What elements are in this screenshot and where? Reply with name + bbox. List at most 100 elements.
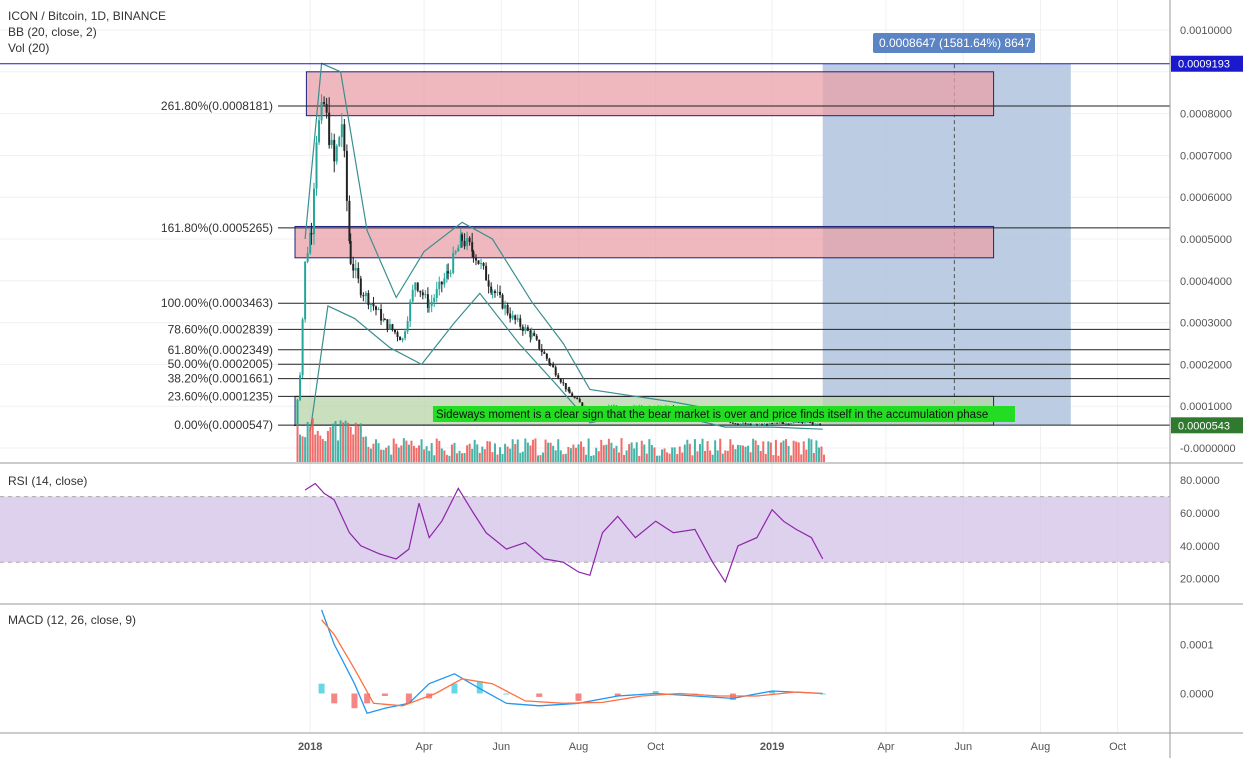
volume-bar	[769, 442, 772, 462]
volume-bar	[742, 445, 745, 462]
volume-bar	[455, 453, 458, 462]
macd-title[interactable]: MACD (12, 26, close, 9)	[8, 613, 137, 627]
volume-bar	[476, 444, 479, 462]
bb-lower-line	[309, 292, 823, 432]
candle-body	[401, 338, 404, 341]
annotation-text: Sideways moment is a clear sign that the…	[436, 409, 988, 421]
candle-body	[294, 425, 296, 427]
chart-legend: ICON / Bitcoin, 1D, BINANCE BB (20, clos…	[8, 8, 166, 56]
time-tick-label: Jun	[954, 741, 972, 753]
volume-bar	[557, 439, 560, 462]
bb-indicator-title[interactable]: BB (20, close, 2)	[8, 25, 97, 39]
volume-bar	[706, 441, 709, 462]
price-tick-label: 0.0007000	[1180, 150, 1232, 162]
volume-bar	[549, 442, 552, 462]
fib-level-label: 100.00%(0.0003463)	[161, 296, 273, 310]
volume-bar	[435, 438, 438, 462]
candle-body	[480, 263, 483, 265]
macd-histogram-bar	[819, 693, 826, 695]
candle-body	[352, 263, 355, 271]
macd-histogram-bar	[331, 693, 338, 704]
volume-bar	[506, 446, 509, 462]
volume-bar	[795, 441, 798, 462]
volume-bar	[466, 445, 469, 462]
volume-bar	[405, 440, 408, 462]
candle-body	[571, 393, 574, 397]
volume-bar	[582, 446, 585, 462]
volume-bar	[812, 452, 815, 462]
volume-bar	[569, 448, 572, 462]
volume-bar	[714, 440, 717, 462]
candle-body	[440, 281, 443, 285]
volume-bar	[402, 438, 405, 462]
candle-body	[496, 291, 499, 293]
candle-body	[459, 234, 462, 248]
volume-bar	[653, 447, 656, 462]
volume-bar	[716, 450, 719, 462]
volume-indicator-title[interactable]: Vol (20)	[8, 41, 50, 55]
candle-body	[312, 188, 315, 235]
candle-body	[790, 423, 793, 425]
volume-bar	[385, 447, 388, 462]
macd-histogram-bar	[318, 683, 325, 694]
volume-bar	[767, 441, 770, 462]
candle-body	[521, 326, 524, 331]
time-tick-label: Apr	[877, 741, 894, 753]
candle-body	[396, 332, 399, 337]
volume-bar	[299, 434, 302, 462]
volume-bar	[453, 442, 456, 462]
fib-level-label: 0.00%(0.0000547)	[174, 418, 273, 432]
volume-bar	[349, 426, 352, 462]
volume-bar	[418, 445, 421, 462]
price-marker-last	[1171, 417, 1243, 434]
candle-body	[433, 297, 436, 302]
candle-body	[811, 422, 814, 425]
candle-body	[416, 282, 419, 291]
volume-bar	[643, 444, 646, 462]
candle-body	[391, 324, 394, 330]
macd-signal-line	[321, 619, 823, 707]
candle-body	[535, 335, 538, 340]
volume-bar	[407, 444, 410, 462]
volume-bar	[567, 446, 570, 462]
candle-body	[367, 292, 370, 306]
volume-bar	[296, 425, 299, 462]
candle-body	[526, 327, 529, 331]
volume-bar	[329, 427, 332, 462]
rsi-title[interactable]: RSI (14, close)	[8, 474, 88, 488]
volume-bar	[554, 450, 557, 462]
volume-bar	[430, 443, 433, 462]
volume-bar	[615, 445, 618, 462]
volume-bar	[331, 423, 334, 462]
volume-bar	[463, 453, 466, 462]
volume-bar	[324, 441, 327, 462]
symbol-title[interactable]: ICON / Bitcoin, 1D, BINANCE	[8, 9, 167, 23]
candle-body	[581, 402, 584, 407]
volume-bar	[661, 449, 664, 462]
candle-body	[549, 363, 552, 365]
candle-body	[768, 423, 771, 425]
volume-bar	[678, 446, 681, 462]
candle-body	[468, 237, 471, 243]
candle-body	[474, 258, 477, 261]
candle-body	[428, 305, 431, 308]
candle-body	[333, 139, 336, 162]
candle-body	[814, 423, 817, 425]
volume-bar	[362, 436, 365, 462]
volume-bar	[802, 441, 805, 462]
candle-body	[309, 232, 312, 254]
volume-bar	[387, 445, 390, 462]
volume-bar	[337, 440, 340, 462]
candle-body	[559, 378, 562, 383]
volume-bar	[759, 450, 762, 462]
candle-body	[471, 242, 474, 252]
candle-body	[533, 332, 536, 336]
volume-bar	[612, 448, 615, 462]
volume-bar	[777, 455, 780, 462]
volume-bar	[600, 439, 603, 462]
candle-body	[299, 375, 302, 400]
volume-bar	[683, 444, 686, 462]
macd-tick-label: 0.0000	[1180, 689, 1214, 701]
volume-bar	[572, 444, 575, 462]
